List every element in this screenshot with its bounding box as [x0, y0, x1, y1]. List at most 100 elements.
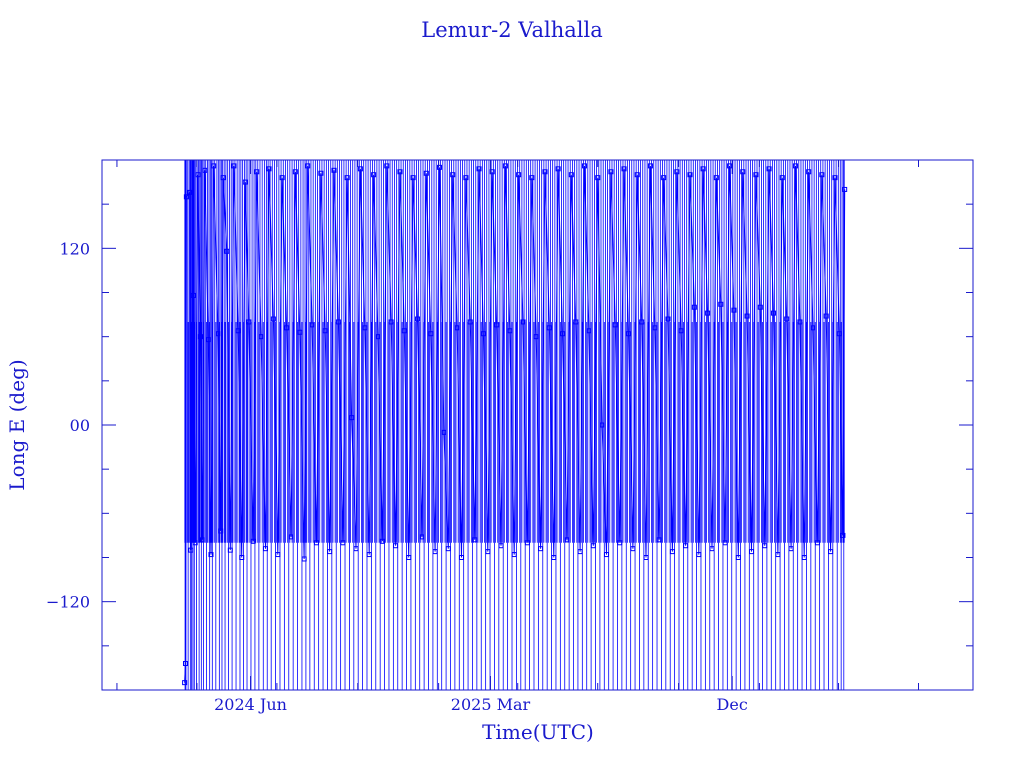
data-point: [393, 543, 399, 549]
data-point: [502, 163, 508, 169]
data-point: [231, 163, 237, 169]
data-point: [379, 538, 385, 544]
data-point: [472, 537, 478, 543]
data-point: [428, 331, 434, 337]
data-point: [331, 167, 337, 173]
data-point: [612, 322, 618, 328]
data-point: [275, 552, 281, 558]
data-point: [242, 179, 248, 185]
data-point: [432, 549, 438, 555]
data-point: [551, 555, 557, 560]
data-point: [401, 328, 407, 334]
data-point: [788, 546, 794, 552]
y-tick-label: −120: [46, 593, 90, 612]
data-point: [740, 169, 746, 175]
data-point: [335, 319, 341, 325]
data-point: [801, 555, 807, 560]
data-point: [190, 292, 196, 298]
data-point: [357, 166, 363, 172]
data-point: [270, 316, 276, 322]
data-point: [713, 175, 719, 181]
data-point: [568, 172, 574, 178]
data-point: [188, 547, 194, 553]
data-point: [208, 552, 214, 558]
data-point: [520, 319, 526, 325]
data-point: [250, 538, 256, 544]
data-point: [639, 319, 645, 325]
data-point: [621, 166, 627, 172]
data-point: [524, 540, 530, 546]
data-point: [647, 163, 653, 169]
data-point: [388, 319, 394, 325]
data-point: [766, 166, 772, 172]
data-point: [810, 325, 816, 331]
data-point: [458, 555, 464, 560]
data-point: [617, 540, 623, 546]
data-point: [775, 552, 781, 558]
data-point: [542, 169, 548, 175]
data-point: [832, 175, 838, 181]
data-point: [371, 172, 377, 178]
data-point: [744, 313, 750, 319]
data-point: [814, 540, 820, 546]
x-tick-label: 2025 Mar: [451, 695, 531, 714]
data-point: [406, 555, 412, 560]
data-point: [467, 319, 473, 325]
data-point: [731, 307, 737, 313]
data-point: [220, 175, 226, 181]
data-point: [792, 163, 798, 169]
data-point: [691, 304, 697, 310]
data-point: [753, 172, 759, 178]
data-point: [630, 546, 636, 552]
x-axis: 2024 Jun 2025 Mar Dec: [116, 160, 920, 714]
data-point: [235, 328, 241, 334]
data-point: [224, 248, 230, 254]
data-point: [546, 325, 552, 331]
data-point: [643, 555, 649, 560]
data-point: [254, 169, 260, 175]
data-point: [498, 543, 504, 549]
data-point: [227, 547, 233, 553]
data-point: [577, 549, 583, 555]
data-point: [533, 334, 539, 340]
data-point: [239, 555, 245, 560]
data-point: [507, 328, 513, 334]
data-point: [215, 331, 221, 337]
data-point: [266, 166, 272, 172]
data-point: [375, 334, 381, 340]
data-point: [340, 540, 346, 546]
x-tick-label: Dec: [717, 695, 748, 714]
data-point: [262, 546, 268, 552]
data-point: [327, 549, 333, 555]
y-axis-label: Long E (deg): [5, 359, 29, 490]
data-point: [190, 323, 196, 329]
data-point: [445, 546, 451, 552]
y-tick-label: 120: [59, 239, 90, 258]
data-point: [349, 415, 355, 421]
data-point: [599, 422, 605, 428]
data-point: [656, 537, 662, 543]
data-point: [538, 546, 544, 552]
data-point: [573, 319, 579, 325]
data-point: [836, 331, 842, 337]
data-point: [678, 328, 684, 334]
data-point: [419, 534, 425, 540]
data-point: [709, 546, 715, 552]
data-point: [564, 537, 570, 543]
data-point: [634, 172, 640, 178]
data-point: [309, 322, 315, 328]
data-point: [722, 540, 728, 546]
series-layer: [182, 160, 848, 690]
data-point: [669, 549, 675, 555]
data-point: [182, 661, 188, 666]
data-point: [480, 331, 486, 337]
data-point: [665, 316, 671, 322]
data-point: [700, 166, 706, 172]
data-point: [187, 189, 193, 195]
data-point: [362, 325, 368, 331]
data-point: [590, 543, 596, 549]
data-point: [779, 175, 785, 181]
data-point: [305, 163, 311, 169]
data-point: [586, 328, 592, 334]
data-point: [476, 166, 482, 172]
